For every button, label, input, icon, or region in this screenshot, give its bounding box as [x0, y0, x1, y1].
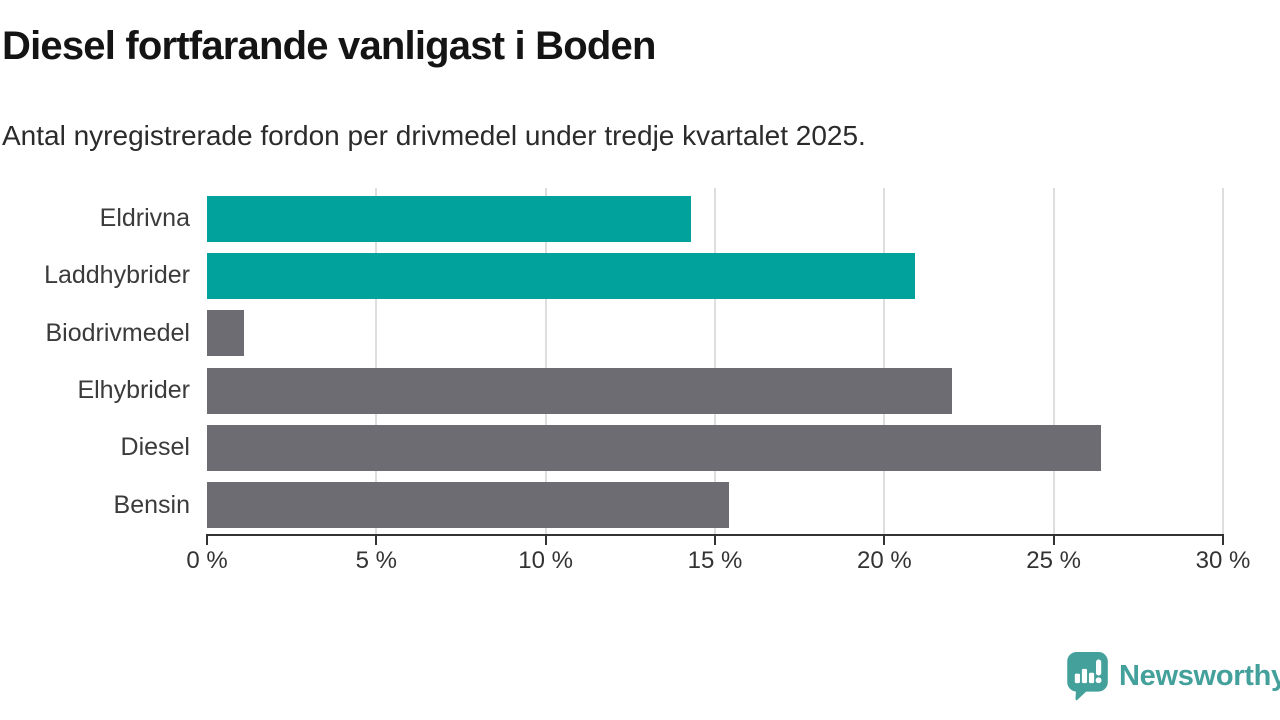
x-axis-line	[206, 534, 1224, 536]
x-tick-label-5: 5 %	[355, 547, 397, 574]
x-tick-label-0: 0 %	[186, 547, 228, 574]
chart-title: Diesel fortfarande vanligast i Boden	[2, 24, 656, 68]
bar-diesel	[207, 424, 1102, 471]
gridline-15	[714, 188, 716, 536]
category-label-laddhybrider: Laddhybrider	[44, 261, 190, 290]
category-axis-labels: Eldrivna Laddhybrider Biodrivmedel Elhybrid…	[0, 190, 190, 534]
x-tick-label-30: 30 %	[1195, 547, 1251, 574]
gridline-5	[375, 188, 378, 536]
bar-elhybrider	[207, 367, 953, 414]
bar-row-diesel	[207, 419, 1223, 476]
x-tick-label-25: 25 %	[1026, 547, 1081, 574]
x-tick-label-10: 10 %	[518, 547, 573, 574]
newsworthy-logo: Newsworthy	[1066, 651, 1280, 701]
gridline-25	[1052, 188, 1055, 536]
category-label-diesel: Diesel	[120, 433, 190, 462]
bar-biodrivmedel	[207, 310, 245, 357]
x-tick-15	[714, 536, 716, 545]
bar-laddhybrider	[207, 252, 915, 299]
category-label-bensin: Bensin	[113, 490, 190, 519]
bar-row-laddhybrider	[207, 247, 1223, 304]
category-label-biodrivmedel: Biodrivmedel	[45, 318, 190, 347]
x-tick-5	[375, 536, 378, 545]
x-tick-0	[206, 536, 208, 545]
x-tick-label-15: 15 %	[687, 547, 743, 574]
bar-row-eldrivna	[207, 190, 1223, 247]
gridline-10	[544, 188, 547, 536]
plot-area	[207, 188, 1224, 536]
x-tick-30	[1222, 536, 1224, 545]
gridline-30	[1222, 188, 1224, 536]
category-label-eldrivna: Eldrivna	[99, 204, 190, 233]
x-tick-10	[544, 536, 547, 545]
category-label-elhybrider: Elhybrider	[77, 376, 190, 405]
x-tick-20	[883, 536, 886, 545]
bar-row-bensin	[207, 477, 1223, 534]
newsworthy-wordmark: Newsworthy	[1119, 660, 1280, 692]
bar-row-elhybrider	[207, 362, 1223, 419]
chart-subtitle: Antal nyregistrerade fordon per drivmede…	[2, 120, 866, 151]
bar-eldrivna	[207, 195, 692, 242]
newsworthy-bubble-chart-icon	[1066, 651, 1110, 701]
bar-bensin	[207, 482, 729, 529]
x-tick-label-20: 20 %	[856, 547, 912, 574]
bar-row-biodrivmedel	[207, 305, 1223, 362]
gridline-20	[883, 188, 886, 536]
x-tick-25	[1052, 536, 1055, 545]
